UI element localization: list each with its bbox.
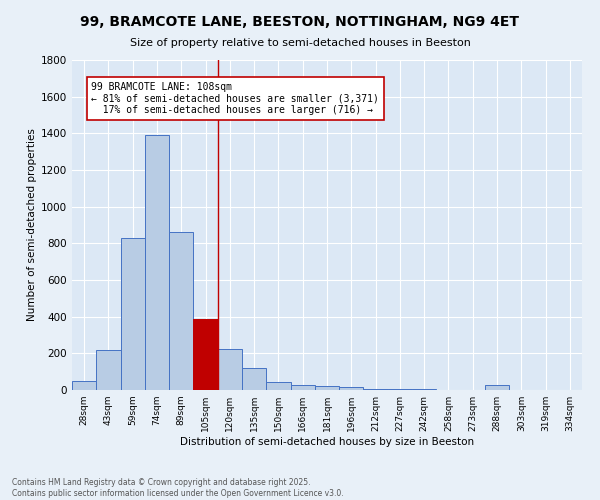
Bar [339, 387, 364, 390]
Bar [169, 232, 193, 390]
Bar [218, 349, 242, 390]
Bar [96, 350, 121, 390]
Bar [266, 382, 290, 390]
Bar [388, 389, 412, 390]
Bar [121, 238, 145, 390]
X-axis label: Distribution of semi-detached houses by size in Beeston: Distribution of semi-detached houses by … [180, 437, 474, 447]
Text: Contains HM Land Registry data © Crown copyright and database right 2025.
Contai: Contains HM Land Registry data © Crown c… [12, 478, 344, 498]
Text: 99, BRAMCOTE LANE, BEESTON, NOTTINGHAM, NG9 4ET: 99, BRAMCOTE LANE, BEESTON, NOTTINGHAM, … [80, 15, 520, 29]
Bar [485, 386, 509, 390]
Bar [242, 368, 266, 390]
Bar [145, 135, 169, 390]
Text: 99 BRAMCOTE LANE: 108sqm
← 81% of semi-detached houses are smaller (3,371)
  17%: 99 BRAMCOTE LANE: 108sqm ← 81% of semi-d… [91, 82, 379, 115]
Bar [290, 385, 315, 390]
Bar [193, 318, 218, 390]
Bar [364, 388, 388, 390]
Y-axis label: Number of semi-detached properties: Number of semi-detached properties [27, 128, 37, 322]
Bar [315, 386, 339, 390]
Text: Size of property relative to semi-detached houses in Beeston: Size of property relative to semi-detach… [130, 38, 470, 48]
Bar [72, 381, 96, 390]
